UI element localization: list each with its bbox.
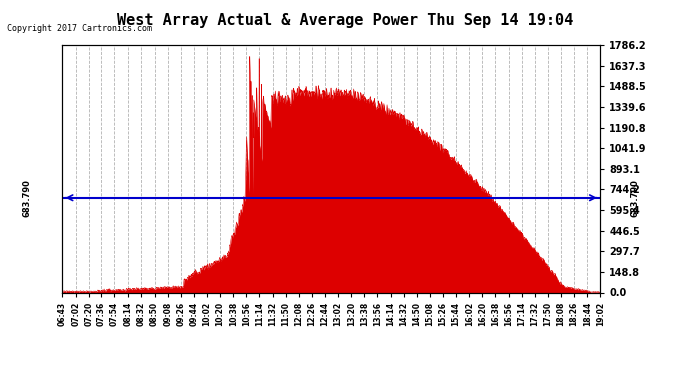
Text: 683.790: 683.790 xyxy=(631,179,640,217)
Text: Copyright 2017 Cartronics.com: Copyright 2017 Cartronics.com xyxy=(7,24,152,33)
Text: West Array Actual & Average Power Thu Sep 14 19:04: West Array Actual & Average Power Thu Se… xyxy=(117,13,573,28)
Text: 683.790: 683.790 xyxy=(23,179,32,217)
